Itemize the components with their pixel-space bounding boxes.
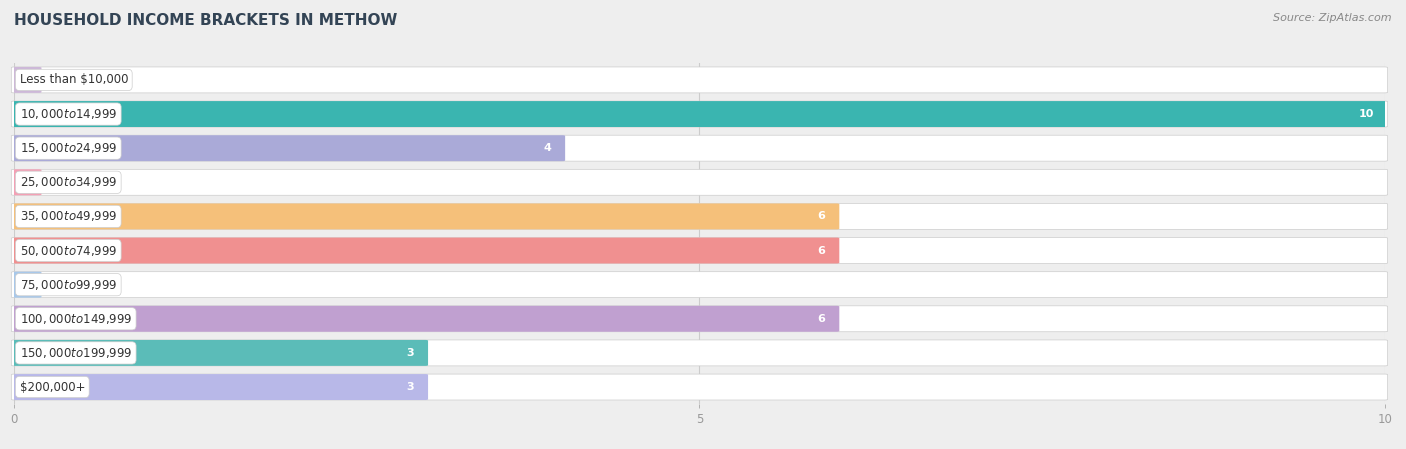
FancyBboxPatch shape bbox=[11, 101, 1388, 127]
FancyBboxPatch shape bbox=[11, 374, 427, 400]
Text: $100,000 to $149,999: $100,000 to $149,999 bbox=[20, 312, 132, 326]
FancyBboxPatch shape bbox=[11, 306, 1388, 332]
FancyBboxPatch shape bbox=[11, 203, 839, 229]
FancyBboxPatch shape bbox=[11, 67, 42, 93]
Text: $10,000 to $14,999: $10,000 to $14,999 bbox=[20, 107, 117, 121]
Text: $35,000 to $49,999: $35,000 to $49,999 bbox=[20, 209, 117, 224]
FancyBboxPatch shape bbox=[11, 340, 1388, 366]
FancyBboxPatch shape bbox=[11, 169, 42, 195]
FancyBboxPatch shape bbox=[11, 203, 1388, 229]
Text: $50,000 to $74,999: $50,000 to $74,999 bbox=[20, 243, 117, 258]
FancyBboxPatch shape bbox=[11, 374, 1388, 400]
Text: 10: 10 bbox=[1358, 109, 1374, 119]
FancyBboxPatch shape bbox=[11, 101, 1388, 127]
Text: Less than $10,000: Less than $10,000 bbox=[20, 74, 128, 86]
FancyBboxPatch shape bbox=[11, 272, 42, 298]
FancyBboxPatch shape bbox=[11, 135, 565, 161]
Text: $200,000+: $200,000+ bbox=[20, 381, 84, 393]
Text: 0: 0 bbox=[49, 75, 56, 85]
Text: 6: 6 bbox=[818, 314, 825, 324]
FancyBboxPatch shape bbox=[11, 135, 1388, 161]
FancyBboxPatch shape bbox=[11, 272, 1388, 298]
FancyBboxPatch shape bbox=[11, 169, 1388, 195]
FancyBboxPatch shape bbox=[11, 67, 1388, 93]
Text: $15,000 to $24,999: $15,000 to $24,999 bbox=[20, 141, 117, 155]
FancyBboxPatch shape bbox=[11, 238, 1388, 264]
Text: 6: 6 bbox=[818, 246, 825, 255]
Text: 6: 6 bbox=[818, 211, 825, 221]
Text: 3: 3 bbox=[406, 348, 415, 358]
Text: $150,000 to $199,999: $150,000 to $199,999 bbox=[20, 346, 132, 360]
FancyBboxPatch shape bbox=[11, 340, 427, 366]
FancyBboxPatch shape bbox=[11, 306, 839, 332]
Text: 0: 0 bbox=[49, 280, 56, 290]
Text: HOUSEHOLD INCOME BRACKETS IN METHOW: HOUSEHOLD INCOME BRACKETS IN METHOW bbox=[14, 13, 398, 28]
FancyBboxPatch shape bbox=[11, 238, 839, 264]
Text: $75,000 to $99,999: $75,000 to $99,999 bbox=[20, 277, 117, 292]
Text: 3: 3 bbox=[406, 382, 415, 392]
Text: Source: ZipAtlas.com: Source: ZipAtlas.com bbox=[1274, 13, 1392, 23]
Text: 4: 4 bbox=[544, 143, 551, 153]
Text: $25,000 to $34,999: $25,000 to $34,999 bbox=[20, 175, 117, 189]
Text: 0: 0 bbox=[49, 177, 56, 187]
